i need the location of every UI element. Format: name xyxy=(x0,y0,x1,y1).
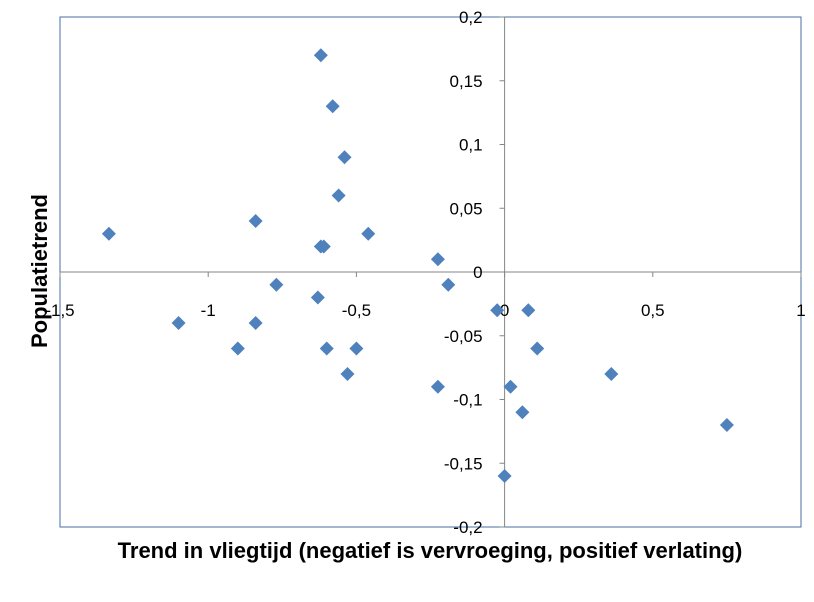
y-tick-label: 0,15 xyxy=(450,72,483,91)
y-tick-label: -0,1 xyxy=(453,391,482,410)
point xyxy=(490,303,505,318)
x-axis-title: Trend in vliegtijd (negatief is vervroeg… xyxy=(117,538,743,563)
point xyxy=(503,379,518,394)
y-tick-label: 0,1 xyxy=(459,136,483,155)
point xyxy=(313,48,328,63)
x-tick-label: -1,5 xyxy=(45,301,74,320)
point xyxy=(325,99,340,114)
x-tick-label: 0,5 xyxy=(641,301,665,320)
point xyxy=(331,188,346,203)
point xyxy=(361,226,376,241)
point xyxy=(497,469,512,483)
y-axis-title: Populatietrend xyxy=(27,194,52,349)
point xyxy=(230,341,245,356)
point xyxy=(521,303,536,318)
point xyxy=(319,341,334,356)
y-tick-label: -0,15 xyxy=(444,454,483,473)
point xyxy=(515,405,530,420)
point xyxy=(430,379,445,394)
point xyxy=(248,316,263,330)
x-tick-label: -0,5 xyxy=(342,301,371,320)
y-tick-label: -0,2 xyxy=(453,518,482,537)
x-tick-label: 1 xyxy=(796,301,805,320)
point xyxy=(530,341,545,356)
y-tick-label: -0,05 xyxy=(444,327,483,346)
x-tick-label: -1 xyxy=(201,301,216,320)
point xyxy=(340,367,355,381)
point xyxy=(349,341,364,356)
y-tick-label: 0,05 xyxy=(450,199,483,218)
point xyxy=(248,214,263,228)
point xyxy=(171,316,186,330)
point xyxy=(441,277,456,292)
point xyxy=(337,150,352,165)
y-tick-label: 0,2 xyxy=(459,8,483,27)
x-tick-label: 0 xyxy=(500,301,509,320)
y-tick-label: 0 xyxy=(473,263,482,282)
point xyxy=(101,226,116,241)
point xyxy=(310,290,325,305)
point xyxy=(604,367,619,381)
point xyxy=(316,239,331,254)
point xyxy=(719,418,734,432)
point xyxy=(430,252,445,267)
point xyxy=(269,277,284,292)
